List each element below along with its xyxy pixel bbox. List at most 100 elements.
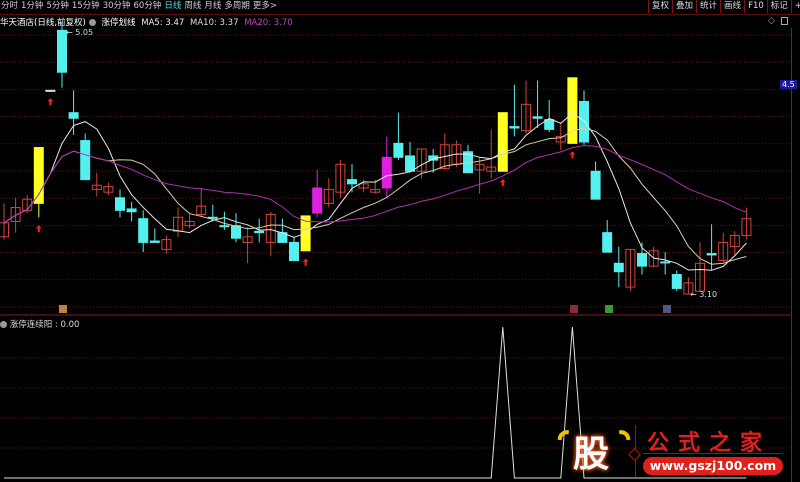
candle-body	[521, 103, 531, 132]
candle-body	[474, 163, 485, 171]
period-tab[interactable]: 更多>	[252, 1, 278, 11]
high-price-label: ← 5.05	[66, 28, 93, 37]
candle-body	[80, 140, 91, 181]
candle-body	[312, 187, 323, 214]
candle-body	[671, 273, 682, 289]
candle-body	[497, 112, 508, 172]
candle-body	[729, 234, 740, 248]
candle-body	[138, 218, 149, 243]
event-marker-icon-red[interactable]	[570, 305, 578, 313]
candle-body	[381, 156, 392, 189]
price-axis-label: 4.5	[780, 80, 797, 89]
candle-body	[695, 262, 705, 292]
ma5-value: MA5: 3.47	[141, 18, 185, 28]
candle-body	[149, 240, 160, 243]
candle-body	[405, 155, 415, 172]
toolbar-button[interactable]: 画线	[720, 0, 744, 13]
up-arrow-icon	[569, 151, 576, 159]
price-axis-line	[791, 28, 792, 482]
toolbar-button[interactable]: F10	[744, 0, 767, 13]
candle-body	[370, 188, 381, 193]
low-price-label: ← 3.10	[690, 290, 717, 299]
toolbar-button[interactable]: 统计	[696, 0, 720, 13]
stock-title: 华天酒店(日线,前复权)	[0, 18, 86, 28]
candle-body	[219, 225, 230, 228]
candle-body	[265, 214, 276, 243]
period-tab[interactable]: 5分钟	[46, 1, 69, 11]
candle-body	[45, 89, 56, 92]
sub-panel-title: 涨停连续阳 : 0.00	[0, 318, 79, 330]
candle-body	[323, 188, 334, 204]
sub-indicator-line	[4, 326, 747, 479]
indicator-name[interactable]: 涨停划线	[101, 18, 136, 28]
candle-body	[173, 216, 183, 232]
candle-body	[613, 262, 624, 273]
logo-name: 公式之家	[647, 430, 772, 456]
candle-body	[347, 179, 357, 185]
window-icon[interactable]	[781, 17, 788, 25]
candle-body	[439, 144, 450, 169]
candle-body	[358, 183, 369, 189]
candle-body	[161, 239, 172, 250]
candle-body	[10, 207, 21, 222]
candle-body	[242, 236, 253, 243]
period-tab[interactable]: 30分钟	[102, 1, 131, 11]
period-tabs: 分时 1分钟 5分钟 15分钟 30分钟 60分钟 日线 周线 月线 多周期 更多>	[1, 1, 277, 12]
candle-body	[544, 119, 555, 130]
period-tab[interactable]: 多周期	[224, 1, 250, 11]
up-arrow-icon	[47, 98, 54, 106]
candle-body	[231, 225, 241, 239]
candle-body	[579, 101, 589, 143]
event-marker-icon-orange[interactable]	[59, 305, 67, 313]
candle-body	[532, 116, 543, 119]
candle-body	[115, 197, 125, 211]
period-toolbar: 分时 1分钟 5分钟 15分钟 30分钟 60分钟 日线 周线 月线 多周期 更多> 复权 叠加 统计画…	[0, 0, 800, 15]
toolbar-button[interactable]: +自选	[790, 0, 800, 13]
watermark-logo: 股 公式之家 www.gszj100.com	[552, 423, 785, 479]
logo-diamond-icon	[628, 448, 641, 461]
candle-body	[486, 166, 497, 172]
chart-title-row: 华天酒店(日线,前复权) 涨停划线 MA5: 3.47 MA10: 3.37 M…	[0, 16, 296, 28]
candle-body	[126, 208, 137, 213]
candle-body	[416, 148, 427, 172]
candle-body	[335, 163, 346, 193]
candle-body	[555, 135, 566, 143]
candle-body	[103, 186, 114, 193]
candle-body	[590, 170, 601, 200]
up-arrow-icon	[35, 225, 42, 233]
candle-body	[91, 184, 102, 190]
logo-underline	[643, 453, 783, 454]
indicator-settings-icon[interactable]	[88, 19, 96, 26]
sub-indicator-settings-icon[interactable]	[0, 321, 7, 328]
period-tab[interactable]: 周线	[184, 1, 202, 11]
candle-body	[196, 205, 207, 216]
logo-char: 股	[573, 434, 610, 475]
event-marker-icon-green[interactable]	[605, 305, 613, 313]
period-tab[interactable]: 月线	[204, 1, 222, 11]
toolbar-button[interactable]: 标记	[766, 0, 791, 13]
candle-body	[393, 142, 404, 158]
candle-body	[706, 253, 717, 256]
period-tab[interactable]: 15分钟	[71, 1, 100, 11]
candle-body	[33, 147, 44, 204]
toolbar-button[interactable]: 叠加	[672, 0, 696, 13]
period-tab[interactable]: 分时	[1, 1, 19, 11]
period-tab[interactable]: 60分钟	[133, 1, 162, 11]
period-tab[interactable]: 日线	[164, 1, 182, 11]
candle-body	[509, 126, 520, 129]
ma10-line	[3, 127, 747, 265]
toolbar-button[interactable]: 复权	[648, 0, 672, 13]
candle-body	[289, 241, 299, 262]
candle-body	[254, 230, 265, 234]
candle-body	[625, 248, 636, 288]
period-tab[interactable]: 1分钟	[21, 1, 44, 11]
up-arrow-icon	[302, 258, 309, 266]
sub-indicator-label: 涨停连续阳 : 0.00	[9, 320, 80, 330]
ma20-value: MA20: 3.70	[244, 18, 293, 28]
ma10-value: MA10: 3.37	[190, 18, 239, 28]
ma5-line	[3, 112, 747, 271]
diamond-icon[interactable]: ◇	[768, 16, 775, 26]
event-marker-icon-blue[interactable]	[663, 305, 671, 313]
